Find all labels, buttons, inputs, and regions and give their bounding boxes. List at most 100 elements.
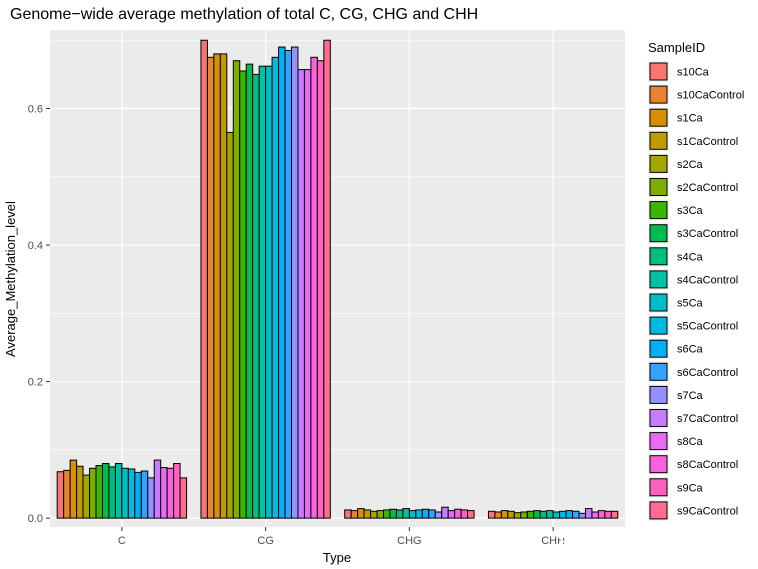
bar-C-s6Ca xyxy=(134,471,142,519)
legend-swatch-s1Ca xyxy=(649,108,668,127)
legend: SampleID s10Ca s10CaControl s1Ca s1CaContro… xyxy=(648,40,744,521)
bar-CHH-s7CaControl xyxy=(584,508,593,519)
legend-swatch-s7CaControl xyxy=(649,409,668,427)
legend-label-s5Ca: s5Ca xyxy=(677,298,704,310)
bar-CG-s6CaControl xyxy=(284,49,292,519)
bar-CHH-s5CaControl xyxy=(559,510,567,519)
bar-C-s5CaControl xyxy=(127,468,136,519)
legend-label-s4CaControl: s4CaControl xyxy=(677,274,738,286)
legend-label-s2Ca: s2Ca xyxy=(677,159,704,171)
x-tick-label-2: CHG xyxy=(397,535,421,547)
bar-CHG-s10CaControl xyxy=(350,510,359,519)
bar-CHG-s8Ca xyxy=(447,510,456,519)
bar-CHH-s4CaControl xyxy=(546,510,554,519)
legend-label-s10CaControl: s10CaControl xyxy=(677,90,744,102)
bar-CG-s7Ca xyxy=(291,46,299,519)
bar-CG-s9Ca xyxy=(316,60,325,519)
bars xyxy=(56,39,619,519)
bar-CHH-s10Ca xyxy=(487,510,496,519)
watermark-author: @易基因科技 xyxy=(612,526,732,550)
bar-CG-s5Ca xyxy=(265,65,273,519)
bar-CHH-s7Ca xyxy=(578,512,586,519)
chart-title: Genome−wide average methylation of total… xyxy=(10,6,478,23)
bar-C-s4Ca xyxy=(108,466,116,519)
legend-label-s9CaControl: s9CaControl xyxy=(677,505,738,517)
bar-CG-s3Ca xyxy=(239,70,247,519)
bar-CHG-s5CaControl xyxy=(415,509,423,519)
bar-CG-s3CaControl xyxy=(245,63,254,519)
bar-C-s2Ca xyxy=(82,474,91,519)
x-axis-label: Type xyxy=(323,550,351,565)
y-tick-label-3: 0.6 xyxy=(28,104,43,116)
y-tick-label-1: 0.2 xyxy=(28,377,43,389)
legend-title: SampleID xyxy=(648,40,705,55)
bar-C-s10CaControl xyxy=(63,469,71,519)
bar-CHG-s6Ca xyxy=(421,508,430,519)
y-tick-label-2: 0.4 xyxy=(28,240,43,252)
bar-C-s8Ca xyxy=(160,467,168,519)
bar-CHG-s8CaControl xyxy=(454,508,462,519)
legend-swatch-s3CaControl xyxy=(649,224,668,243)
legend-swatch-s2CaControl xyxy=(649,178,668,196)
bar-C-s2CaControl xyxy=(89,467,97,519)
bar-CHH-s9Ca xyxy=(604,510,612,519)
legend-swatch-s4CaControl xyxy=(649,270,668,289)
bar-CHG-s9CaControl xyxy=(467,510,475,519)
bar-CHH-s3Ca xyxy=(526,510,535,519)
legend-swatch-s5Ca xyxy=(649,293,668,312)
bar-CG-s2Ca xyxy=(226,131,234,519)
legend-swatch-s8CaControl xyxy=(649,455,668,474)
legend-swatch-s9CaControl xyxy=(649,501,668,520)
plot-panel xyxy=(50,30,625,527)
bar-CG-s5CaControl xyxy=(271,56,280,519)
bar-C-s8CaControl xyxy=(166,467,175,519)
legend-swatch-s4Ca xyxy=(649,247,668,266)
bar-CG-s10Ca xyxy=(200,39,208,519)
bar-C-s1Ca xyxy=(69,459,78,519)
legend-label-s3CaControl: s3CaControl xyxy=(677,228,738,240)
bar-CHH-s2Ca xyxy=(513,512,522,519)
legend-label-s6CaControl: s6CaControl xyxy=(677,367,738,379)
legend-swatch-s10Ca xyxy=(649,62,668,81)
bar-CHG-s3Ca xyxy=(383,509,391,519)
bar-CHH-s8Ca xyxy=(591,511,599,519)
x-tick-label-0: C xyxy=(118,535,126,547)
y-tick-label-0: 0.0 xyxy=(28,513,43,525)
x-axis-ticks: C CG CHG CHH xyxy=(118,527,565,547)
legend-label-s10Ca: s10Ca xyxy=(677,67,710,79)
y-axis-ticks: 0.0 0.2 0.4 0.6 xyxy=(28,104,50,525)
bar-CHG-s4CaControl xyxy=(402,508,410,519)
bar-C-s10Ca xyxy=(56,471,65,519)
bar-C-s6CaControl xyxy=(140,470,149,519)
legend-swatch-s6Ca xyxy=(649,339,668,358)
bar-CHH-s6Ca xyxy=(565,510,574,519)
bar-CHG-s9Ca xyxy=(460,509,469,519)
y-axis-label: Average_Methylation_level xyxy=(3,201,18,357)
bar-CG-s4CaControl xyxy=(258,65,267,519)
legend-swatch-s10CaControl xyxy=(649,85,668,104)
legend-label-s6Ca: s6Ca xyxy=(677,344,704,356)
bar-CHG-s1CaControl xyxy=(363,509,372,519)
legend-label-s1CaControl: s1CaControl xyxy=(677,136,738,148)
bar-CHG-s7CaControl xyxy=(441,506,449,519)
bar-C-s7CaControl xyxy=(153,459,162,519)
bar-C-s3CaControl xyxy=(101,463,110,519)
legend-label-s8CaControl: s8CaControl xyxy=(677,459,738,471)
bar-CG-s9CaControl xyxy=(323,39,331,519)
bar-CHG-s2CaControl xyxy=(376,510,384,519)
bar-CG-s10CaControl xyxy=(206,56,215,519)
legend-swatch-s3Ca xyxy=(649,201,668,220)
watermark-brand: 知乎 xyxy=(556,526,596,550)
bar-CHH-s6CaControl xyxy=(572,510,580,519)
bar-CHH-s1CaControl xyxy=(507,510,515,519)
legend-label-s7CaControl: s7CaControl xyxy=(677,413,738,425)
bar-CHG-s2Ca xyxy=(370,510,378,519)
bar-CG-s7CaControl xyxy=(297,69,305,519)
legend-swatch-s9Ca xyxy=(649,478,668,497)
bar-C-s5Ca xyxy=(121,467,129,519)
legend-label-s8Ca: s8Ca xyxy=(677,436,704,448)
bar-C-s9Ca xyxy=(173,463,181,519)
bar-CG-s8CaControl xyxy=(310,56,318,519)
bar-CG-s4Ca xyxy=(252,73,260,519)
